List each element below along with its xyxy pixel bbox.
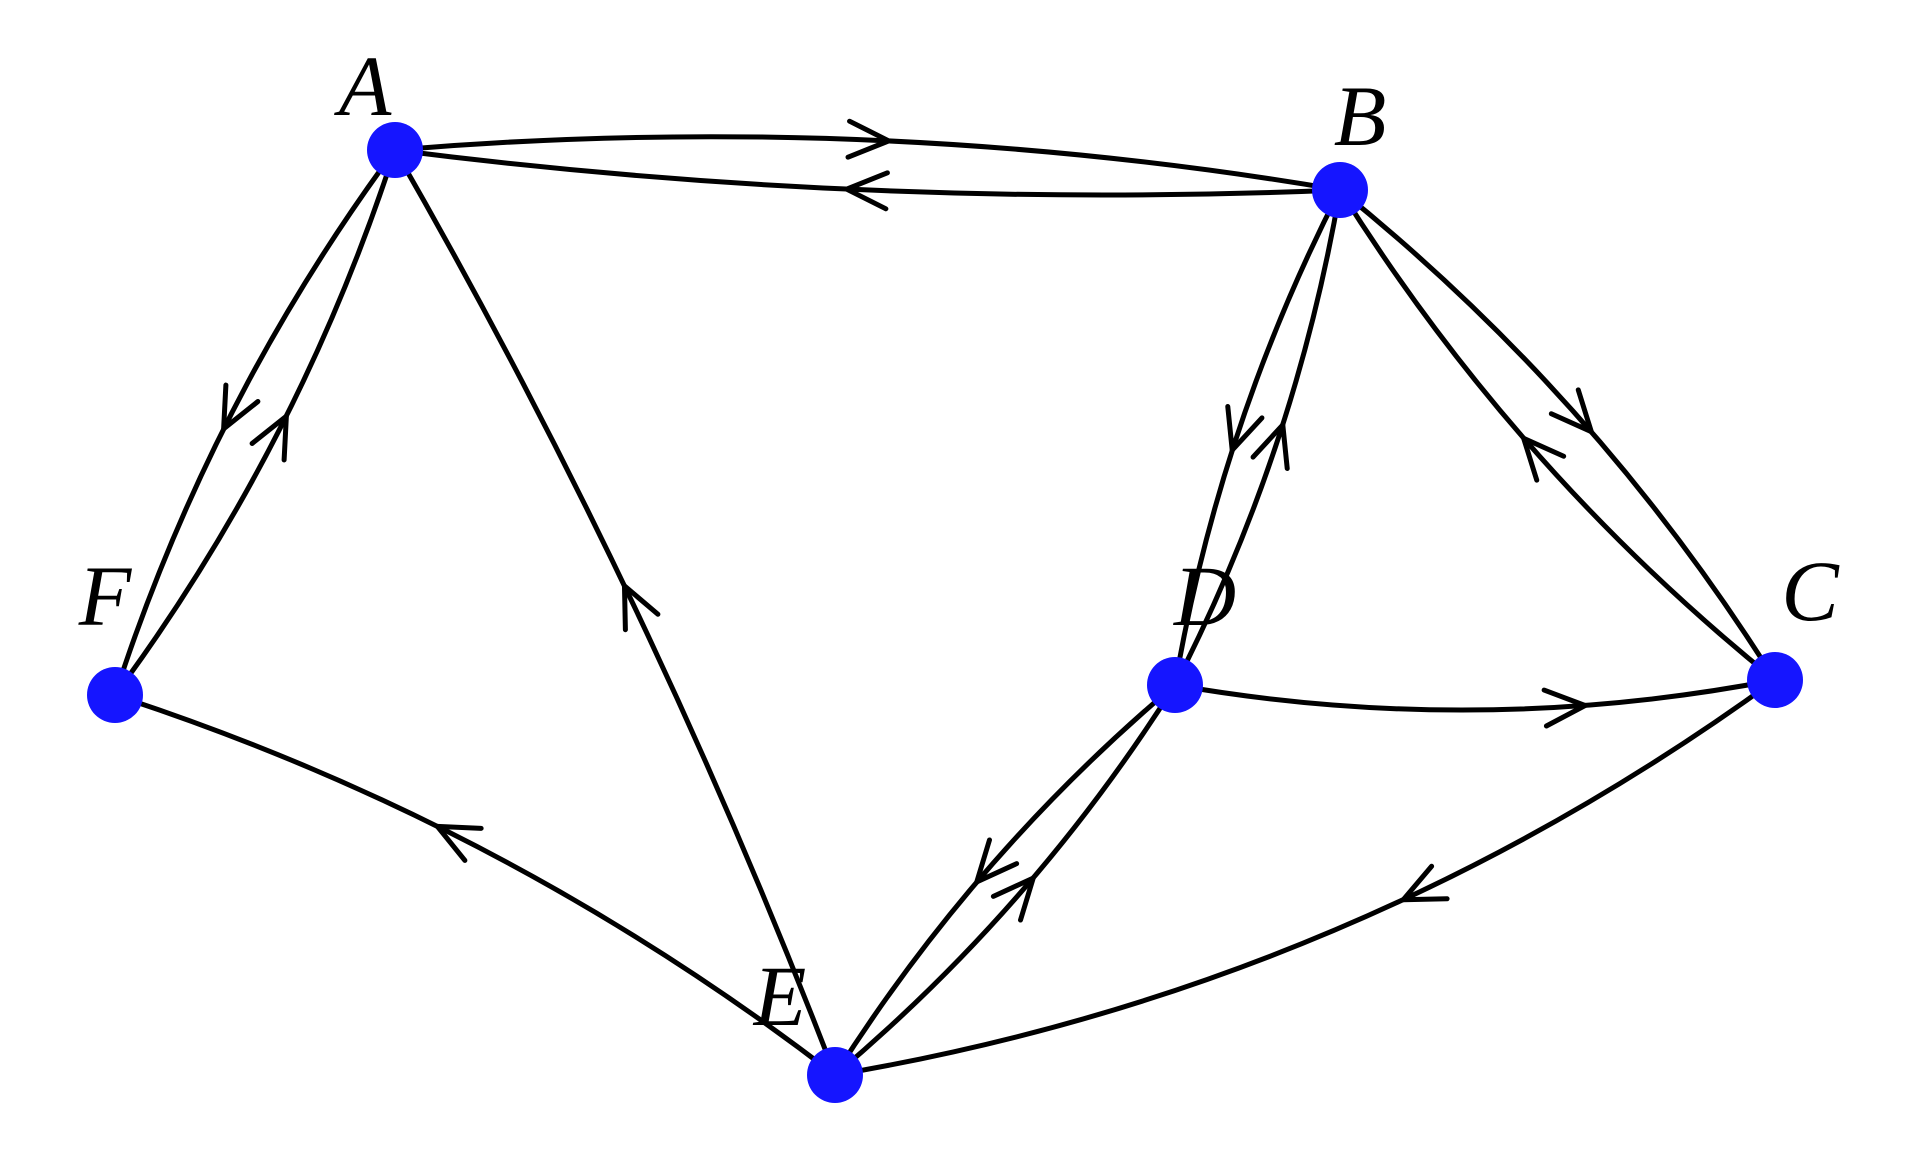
edge-F-A [115,150,395,695]
directed-graph-diagram: A B C D E F [0,0,1921,1149]
edge-E-A [395,150,835,1075]
node-D [1147,657,1203,713]
edge-D-C [1175,680,1775,710]
edge-E-D [835,685,1175,1075]
edge-D-E [835,685,1175,1075]
node-E [807,1047,863,1103]
edge-B-A [395,150,1340,195]
node-label-E: E [752,948,807,1044]
node-label-C: C [1781,543,1840,639]
labels-layer: A B C D E F [78,38,1841,1044]
node-label-B: B [1334,68,1387,164]
node-C [1747,652,1803,708]
edge-B-C [1340,190,1775,680]
node-label-F: F [78,548,133,644]
node-label-A: A [334,38,392,134]
edge-C-B [1340,190,1775,680]
node-F [87,667,143,723]
node-label-D: D [1173,548,1236,644]
edge-A-F [115,150,395,695]
edges-layer [115,121,1775,1075]
edge-E-F [115,695,835,1075]
node-B [1312,162,1368,218]
nodes-layer [87,122,1803,1103]
